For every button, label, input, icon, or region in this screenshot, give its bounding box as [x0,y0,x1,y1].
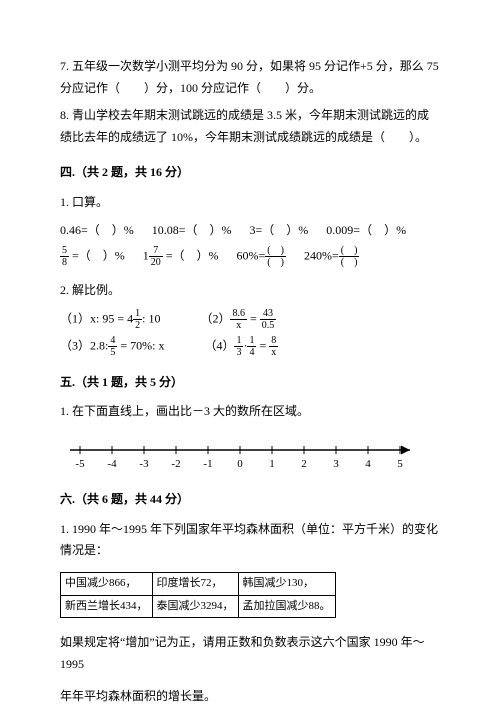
sec4-q2-label: 2. 解比例。 [60,280,440,302]
section-4-title: 四.（共 2 题，共 16 分） [60,162,440,184]
ratio-3: （3）2.8:45 = 70%: x [60,335,164,358]
ratio-2: （2）8.6x = 430.5 [200,308,276,331]
svg-text:-1: -1 [203,458,212,470]
cell-r1c1: 中国减少866， [61,572,153,595]
frac-a: 58 =（ ）% [60,245,125,268]
sec6-p2: 年年平均森林面积的增长量。 [60,686,440,707]
ratio-row-2: （3）2.8:45 = 70%: x （4）13·14 = 8x [60,335,440,358]
calc-d: 0.009=（ ）% [326,220,406,242]
forest-table: 中国减少866， 印度增长72， 韩国减少130， 新西兰增长434， 泰国减少… [60,572,336,619]
cell-r2c1: 新西兰增长434， [61,595,153,618]
number-line: -5 -4 -3 -2 -1 0 1 2 3 4 5 [60,435,440,475]
cell-r1c2: 印度增长72， [152,572,238,595]
ratio-4: （4）13·14 = 8x [204,335,278,358]
svg-text:-5: -5 [75,458,85,470]
svg-text:-3: -3 [139,458,149,470]
calc-b: 10.08=（ ）% [152,220,232,242]
sec6-q1: 1. 1990 年～1995 年下列国家年平均森林面积（单位：平方千米）的变化情… [60,519,440,562]
cell-r1c3: 韩国减少130， [238,572,335,595]
table-row: 新西兰增长434， 泰国减少3294， 孟加拉国减少88。 [61,595,336,618]
cell-r2c2: 泰国减少3294， [152,595,238,618]
ratio-1: （1）x: 95 = 412: 10 [60,308,160,331]
calc-row-1: 0.46=（ ）% 10.08=（ ）% 3=（ ）% 0.009=（ ）% [60,220,440,242]
sec5-q1: 1. 在下面直线上，画出比－3 大的数所在区域。 [60,401,440,423]
calc-c: 3=（ ）% [250,220,309,242]
frac-b: 1720 =（ ）% [143,245,219,268]
calc-row-2: 58 =（ ）% 1720 =（ ）% 60%=( )( ) 240%=( )(… [60,245,440,268]
sec6-p1: 如果规定将“增加”记为正，请用正数和负数表示这六个国家 1990 年～1995 [60,632,440,675]
frac-d: 240%=( )( ) [304,245,359,268]
svg-text:-4: -4 [107,458,117,470]
frac-c: 60%=( )( ) [237,245,286,268]
question-7: 7. 五年级一次数学小测平均分为 90 分，如果将 95 分记作+5 分，那么 … [60,56,440,99]
ratio-row-1: （1）x: 95 = 412: 10 （2）8.6x = 430.5 [60,308,440,331]
svg-text:-2: -2 [171,458,180,470]
svg-text:4: 4 [365,458,371,470]
question-8: 8. 青山学校去年期末测试跳远的成绩是 3.5 米，今年期末测试跳远的成绩比去年… [60,105,440,148]
sec4-q1-label: 1. 口算。 [60,192,440,214]
svg-text:5: 5 [397,458,403,470]
cell-r2c3: 孟加拉国减少88。 [238,595,335,618]
svg-text:1: 1 [269,458,275,470]
table-row: 中国减少866， 印度增长72， 韩国减少130， [61,572,336,595]
calc-a: 0.46=（ ）% [60,220,134,242]
section-6-title: 六.（共 6 题，共 44 分） [60,489,440,511]
svg-text:2: 2 [301,458,307,470]
svg-text:3: 3 [333,458,339,470]
section-5-title: 五.（共 1 题，共 5 分） [60,372,440,394]
svg-text:0: 0 [237,458,243,470]
